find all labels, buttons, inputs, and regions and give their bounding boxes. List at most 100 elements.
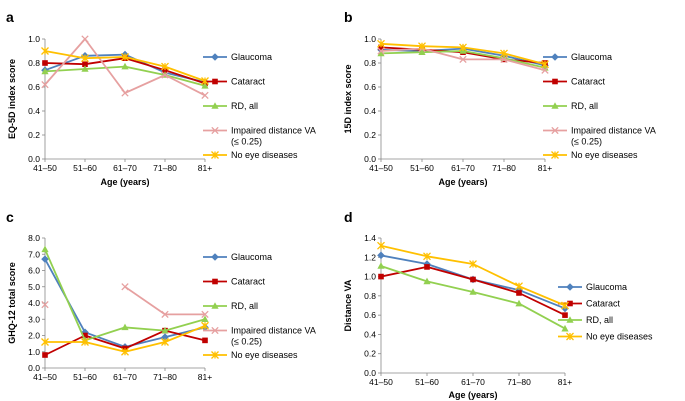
panel-a-rd-all-point	[41, 67, 49, 75]
panel-d-y-tick-label: 0.0	[364, 368, 376, 378]
panel-a-y-tick-label: 0.0	[28, 154, 40, 164]
panel-a-legend-no-eye-diseases-label: No eye diseases	[231, 150, 298, 160]
panel-b-y-title: 15D index score	[343, 64, 353, 133]
panel-c-rd-all-point	[121, 323, 129, 331]
panel-c-no-eye-diseases-point	[161, 338, 169, 346]
panel-c-y-tick-label: 4.0	[28, 298, 40, 308]
panel-d-y-tick-label: 0.2	[364, 349, 376, 359]
panel-c-legend-cataract-marker	[212, 278, 218, 285]
panel-a-legend-cataract-marker	[212, 78, 218, 85]
panel-d-rd-all-point	[561, 324, 569, 332]
panel-d-legend-no-eye-diseases-label: No eye diseases	[586, 332, 653, 342]
panel-a-legend-glaucoma-marker	[211, 53, 219, 61]
panel-a-legend-impaired-distance-va-marker	[211, 126, 219, 135]
panel-a-impaired-distance-va-point	[201, 91, 209, 100]
panel-b-legend-glaucoma-marker	[551, 53, 559, 61]
panel-b-no-eye-diseases-point	[500, 49, 508, 58]
panel-d-legend-no-eye-diseases: No eye diseases	[558, 332, 653, 342]
panel-b-legend-no-eye-diseases: No eye diseases	[543, 150, 638, 160]
panel-b-rd-all-point	[418, 48, 426, 55]
panel-d-no-eye-diseases-point	[469, 260, 477, 268]
panel-d-y-tick-label: 1.4	[364, 233, 376, 243]
panel-d-y-title: Distance VA	[343, 279, 353, 331]
panel-b-x-title: Age (years)	[438, 177, 487, 187]
panel-c-legend-glaucoma: Glaucoma	[203, 252, 272, 262]
panel-c-x-tick-label: 61–70	[113, 372, 137, 382]
panel-c-legend-cataract-label: Cataract	[231, 277, 266, 287]
panel-a-series-no-eye-diseases	[41, 47, 209, 85]
panel-d-legend-cataract-label: Cataract	[586, 299, 621, 309]
panel-b-impaired-distance-va-point	[500, 55, 508, 64]
panel-a-y-tick-label: 1.0	[28, 34, 40, 44]
panel-b-x-tick-label: 81+	[538, 163, 552, 173]
panel-d-x-tick-label: 71–80	[507, 377, 531, 387]
panel-b-legend-impaired-distance-va-label-line2: (≤ 0.25)	[571, 137, 602, 147]
panel-a-y-title: EQ-5D index score	[7, 59, 17, 139]
panel-b-no-eye-diseases-point	[541, 60, 549, 69]
panel-a-x-tick-label: 81+	[198, 163, 212, 173]
panel-a-legend-impaired-distance-va-label-line2: (≤ 0.25)	[231, 137, 262, 147]
panel-a-legend-no-eye-diseases: No eye diseases	[203, 150, 298, 160]
panel-b-legend-no-eye-diseases-label: No eye diseases	[571, 150, 638, 160]
panel-d-series-no-eye-diseases	[377, 241, 569, 310]
panel-c-letter: c	[6, 209, 14, 225]
panel-d-cataract-point	[470, 276, 476, 283]
panel-a-x-tick-label: 71–80	[153, 163, 177, 173]
panel-d-x-tick-label: 51–60	[415, 377, 439, 387]
panel-b-legend-rd-all: RD, all	[543, 101, 598, 111]
panel-d-glaucoma-point	[423, 260, 431, 268]
panel-c: c 0.0 1.0 2.0 3.0 4.0 5.0 6.0 7.0 8.0 41–50 51–60 61…	[6, 209, 316, 382]
panel-d-cataract-point	[562, 312, 568, 318]
panel-d-no-eye-diseases-point	[515, 282, 523, 291]
panel-b-legend-impaired-distance-va-marker	[551, 126, 559, 135]
panel-a-impaired-distance-va-point	[41, 80, 49, 89]
panel-d-cataract-point	[378, 273, 384, 280]
panel-c-impaired-distance-va-point	[121, 283, 129, 291]
panel-d-letter: d	[344, 209, 353, 225]
panel-c-y-tick-label: 0.0	[28, 363, 40, 373]
panel-a-no-eye-diseases-point	[41, 47, 49, 55]
panel-a-legend-impaired-distance-va: Impaired distance VA(≤ 0.25)	[203, 126, 316, 147]
panel-a-legend-rd-all-label: RD, all	[231, 101, 258, 111]
panel-b-y-tick-label: 0.4	[364, 106, 376, 116]
panel-c-y-tick-label: 5.0	[28, 282, 40, 292]
panel-c-impaired-distance-va-line	[124, 286, 205, 316]
panel-d-y-tick-label: 1.2	[364, 252, 376, 262]
panel-b-rd-all-point	[377, 49, 385, 57]
panel-b-impaired-distance-va-point	[377, 47, 385, 55]
panel-c-cataract-point	[42, 352, 48, 358]
panel-c-legend-no-eye-diseases-label: No eye diseases	[231, 350, 298, 360]
panel-a-legend-impaired-distance-va-label: Impaired distance VA	[231, 126, 316, 136]
panel-b-y-tick-label: 1.0	[364, 34, 376, 44]
panel-d-y-tick-label: 0.8	[364, 291, 376, 301]
panel-a-x-title: Age (years)	[100, 177, 149, 187]
panel-d-rd-all-point	[515, 299, 523, 307]
panel-c-legend-no-eye-diseases: No eye diseases	[203, 350, 298, 360]
panel-d-legend-rd-all: RD, all	[558, 315, 613, 325]
panel-c-cataract-point	[82, 332, 88, 339]
panel-d-x-tick-label: 41–50	[369, 377, 393, 387]
panel-d-glaucoma-point	[515, 286, 523, 294]
panel-c-legend-glaucoma-marker	[211, 253, 219, 261]
panel-c-no-eye-diseases-point	[121, 347, 129, 356]
panel-b-x-tick-label: 41–50	[369, 163, 393, 173]
panel-a-cataract-point	[42, 60, 48, 66]
panel-d-y-tick-label: 0.4	[364, 329, 376, 339]
panel-c-no-eye-diseases-point	[81, 338, 89, 346]
panel-a-y-tick-label: 0.4	[28, 106, 40, 116]
panel-d-y-tick-label: 0.6	[364, 310, 376, 320]
panel-b-series-no-eye-diseases	[377, 39, 549, 69]
panel-c-cataract-point	[202, 337, 208, 344]
panel-c-glaucoma-point	[161, 333, 169, 341]
panel-d-series-cataract	[378, 264, 568, 318]
panel-a-letter: a	[6, 9, 14, 25]
panel-b-y-tick-label: 0.2	[364, 130, 376, 140]
panel-c-glaucoma-point	[41, 255, 49, 263]
panel-c-legend-rd-all-label: RD, all	[231, 301, 258, 311]
panel-b-legend-no-eye-diseases-marker	[551, 151, 559, 159]
panel-b-impaired-distance-va-point	[541, 66, 549, 74]
panel-b-letter: b	[344, 9, 353, 25]
panel-c-legend-rd-all-marker	[211, 302, 219, 309]
panel-a-legend-glaucoma-label: Glaucoma	[231, 52, 272, 62]
panel-d-rd-all-point	[377, 262, 385, 269]
